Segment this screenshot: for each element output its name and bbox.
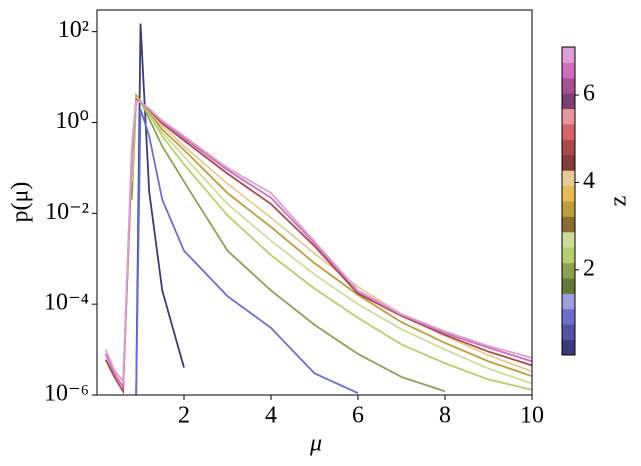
y-tick-label: 10⁻² [45,199,89,225]
colorbar-segment [562,154,575,171]
series-line [135,108,359,395]
colorbar-segment [562,77,575,94]
colorbar-segment [562,108,575,125]
colorbar-segment [562,170,575,187]
colorbar-segment [562,278,575,294]
colorbar-segment [562,308,575,325]
colorbar-segment [562,339,575,356]
colorbar-segment [562,124,575,140]
colorbar-segment [562,93,575,110]
series-line [104,99,532,384]
x-tick-label: 4 [265,403,277,429]
colorbar-tick-label: 2 [583,255,595,281]
y-tick-label: 10⁰ [55,108,89,134]
colorbar-segment [562,293,575,310]
x-tick-label: 2 [178,403,190,429]
colorbar-tick-label: 4 [583,168,595,194]
series-line [122,92,532,382]
x-tick-label: 10 [520,403,544,429]
series-line [135,23,185,395]
x-tick-label: 8 [439,403,451,429]
y-tick-label: 10⁻⁶ [44,381,89,407]
colorbar-segment [562,247,575,264]
colorbar-tick-label: 6 [583,81,595,107]
plot-frame [96,9,533,396]
y-tick-label: 10⁻⁴ [44,290,89,316]
colorbar-segment [562,262,575,279]
x-tick-label: 6 [352,403,364,429]
colorbar-segment [562,216,575,233]
colorbar-segment [562,47,575,63]
colorbar-segment [562,62,575,79]
y-tick-label: 10² [58,17,89,43]
colorbar-segment [562,185,575,202]
colorbar-frame [561,46,576,356]
colorbar-segment [562,324,575,341]
x-axis-label: μ [309,431,322,457]
colorbar-segment [562,201,575,217]
colorbar-segment [562,139,575,156]
y-axis-label: p(μ) [8,182,34,223]
colorbar-segment [562,231,575,248]
colorbar-label: z [606,196,632,207]
